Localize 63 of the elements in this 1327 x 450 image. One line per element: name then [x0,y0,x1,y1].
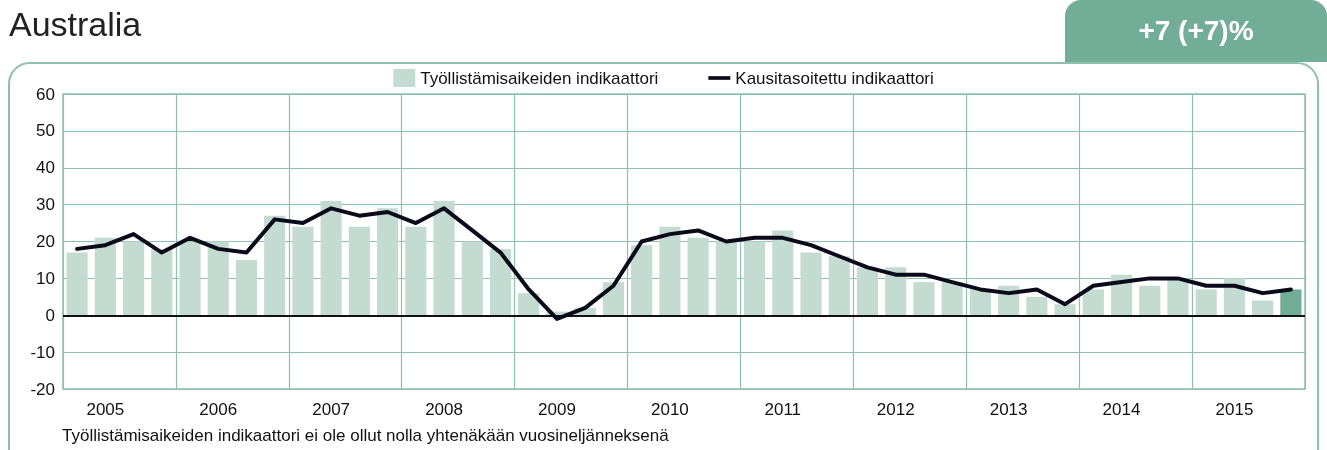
bar [461,241,483,316]
bar [433,200,455,316]
y-tick-label: 0 [45,305,55,325]
x-tick-label: 2008 [425,400,463,419]
bar [1280,289,1302,316]
bar [264,215,286,316]
bar [715,241,737,316]
bar [377,208,399,316]
bar [1026,296,1048,316]
x-tick-label: 2014 [1102,400,1141,419]
y-tick-label: 10 [36,268,55,288]
legend-label: Kausitasoitettu indikaattori [735,68,934,88]
x-tick-label: 2009 [538,400,576,419]
bar [179,241,201,316]
x-tick-label: 2006 [199,400,238,419]
bar [659,226,681,316]
bar [913,282,935,316]
bar [828,256,850,316]
x-tick-label: 2005 [86,400,125,419]
bar [856,267,879,316]
x-tick-label: 2015 [1215,400,1254,419]
bar [687,237,709,316]
bar [800,252,822,316]
bar [885,267,907,316]
text: Työllistämisaikeiden indikaattori ei ole ollut nolla yhtenäkään vuosineljänneksenä [62,426,669,446]
y-tick-label: 20 [36,232,55,251]
chart-title: Australia [9,5,142,43]
y-tick-label: 40 [36,158,55,178]
x-tick-label: 2011 [764,400,802,419]
bar [743,241,766,316]
chart-subtitle: +7 (+7)% [1065,0,1327,62]
bar [1054,304,1076,316]
x-tick-label: 2010 [650,400,689,419]
bar [235,259,258,316]
y-tick-label: -20 [30,379,55,399]
bar [772,230,794,316]
y-tick-label: 60 [36,84,55,104]
bar [122,241,145,316]
bar [1167,278,1189,316]
bar [489,248,512,316]
bar [66,252,88,316]
bar [348,226,370,316]
x-tick-label: 2012 [876,400,915,419]
bar [320,200,342,316]
bar [518,293,540,316]
bar [941,282,963,316]
bar [94,237,116,316]
y-tick-label: 50 [36,121,55,141]
bar [1252,300,1274,316]
bar [151,248,173,316]
bar [1139,285,1161,316]
y-tick-label: 30 [36,195,55,215]
bar [1082,289,1104,316]
bar [207,241,229,316]
x-tick-label: 2007 [312,400,351,419]
bar [292,226,314,316]
bar [969,289,991,316]
bar [405,226,427,316]
y-tick-label: -10 [30,342,55,362]
legend-label: Työllistämisaikeiden indikaattori [420,68,659,88]
bar [631,245,653,316]
bar [1195,289,1217,316]
x-tick-label: 2013 [989,400,1028,419]
